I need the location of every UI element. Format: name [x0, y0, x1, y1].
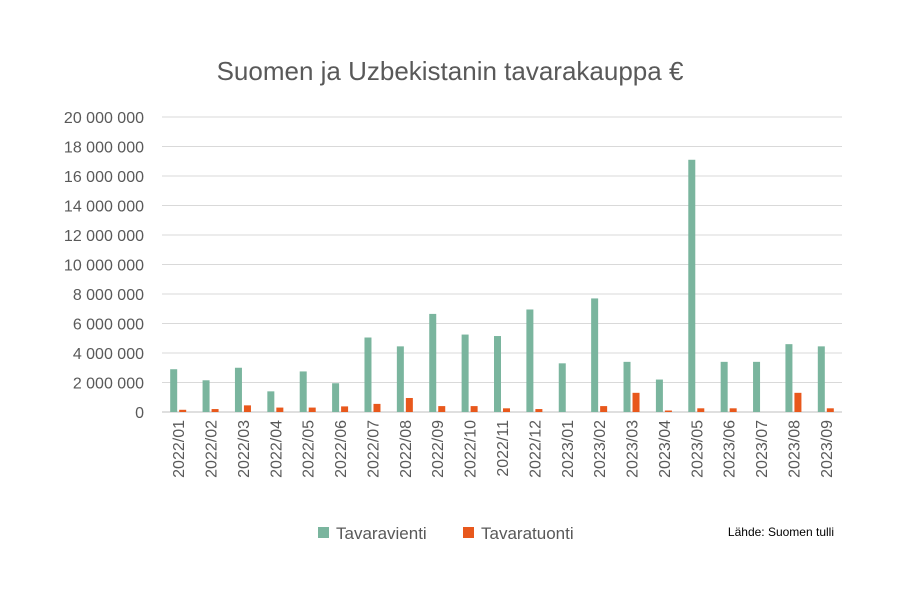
- bar-tavaratuonti: [697, 408, 705, 412]
- bar-tavaravienti: [267, 391, 275, 412]
- y-tick-label: 14 000 000: [64, 199, 144, 216]
- y-tick-label: 16 000 000: [64, 169, 144, 186]
- bar-tavaratuonti: [243, 405, 251, 412]
- bar-tavaravienti: [623, 361, 631, 412]
- x-tick-label: 2022/03: [236, 420, 253, 478]
- bar-tavaratuonti: [794, 392, 802, 412]
- bar-tavaratuonti: [826, 408, 834, 412]
- bar-tavaratuonti: [470, 406, 478, 412]
- x-tick-label: 2022/02: [204, 420, 221, 478]
- x-tick-label: 2022/09: [430, 420, 447, 478]
- bar-tavaravienti: [396, 346, 404, 412]
- x-tick-label: 2023/07: [754, 420, 771, 478]
- x-tick-label: 2022/06: [333, 420, 350, 478]
- legend-label-tavaratuonti: Tavaratuonti: [481, 524, 574, 543]
- bar-tavaratuonti: [503, 408, 510, 412]
- bar-tavaravienti: [688, 159, 696, 412]
- x-tick-label: 2023/08: [786, 420, 803, 478]
- bar-tavaratuonti: [438, 406, 446, 412]
- bar-tavaratuonti: [373, 403, 381, 412]
- x-tick-label: 2022/12: [527, 420, 544, 478]
- y-tick-label: 20 000 000: [64, 110, 144, 127]
- x-axis-ticks: 2022/01 2022/02 2022/03 2022/04 2022/05 2022/…: [171, 420, 836, 478]
- source-note: Lähde: Suomen tulli: [728, 525, 834, 539]
- y-tick-label: 4 000 000: [73, 346, 144, 363]
- bar-tavaratuonti: [600, 406, 608, 412]
- bar-tavaravienti: [526, 309, 534, 412]
- x-tick-label: 2022/10: [463, 420, 480, 478]
- bar-tavaratuonti: [632, 392, 640, 412]
- bar-tavaravienti: [364, 337, 372, 412]
- x-tick-label: 2023/03: [625, 420, 642, 478]
- y-tick-label: 2 000 000: [73, 376, 144, 393]
- bar-tavaratuonti: [535, 409, 543, 412]
- x-tick-label: 2022/11: [495, 420, 512, 477]
- y-tick-label: 0: [135, 405, 144, 422]
- bar-tavaratuonti: [729, 408, 737, 412]
- bar-tavaravienti: [753, 361, 761, 412]
- y-tick-label: 8 000 000: [73, 287, 144, 304]
- x-tick-label: 2022/05: [301, 420, 318, 478]
- x-tick-label: 2023/02: [592, 420, 609, 478]
- bar-tavaravienti: [720, 361, 728, 412]
- bar-tavaratuonti: [341, 406, 349, 412]
- x-tick-label: 2023/09: [819, 420, 836, 478]
- x-tick-label: 2022/01: [171, 420, 188, 478]
- y-axis-ticks: 0 2 000 000 4 000 000 6 000 000 8 000 000 10 …: [64, 110, 144, 422]
- bar-tavaravienti: [494, 336, 501, 412]
- x-tick-label: 2022/07: [365, 420, 382, 478]
- bar-tavaravienti: [299, 371, 307, 412]
- bar-tavaratuonti: [211, 409, 219, 412]
- x-tick-label: 2023/04: [657, 420, 674, 478]
- bar-tavaravienti: [591, 298, 599, 412]
- bar-tavaravienti: [202, 380, 210, 412]
- x-tick-label: 2023/01: [560, 420, 577, 478]
- y-tick-label: 10 000 000: [64, 258, 144, 275]
- bar-tavaratuonti: [276, 407, 284, 412]
- x-tick-label: 2022/04: [268, 420, 285, 478]
- legend-swatch-tavaravienti: [318, 527, 329, 538]
- chart-title: Suomen ja Uzbekistanin tavarakauppa €: [217, 56, 684, 86]
- bar-tavaratuonti: [664, 410, 672, 412]
- bar-tavaratuonti: [308, 407, 316, 412]
- bar-tavaravienti: [461, 334, 469, 412]
- legend-swatch-tavaratuonti: [463, 527, 474, 538]
- bar-tavaravienti: [655, 379, 663, 412]
- x-tick-label: 2022/08: [398, 420, 415, 478]
- bar-tavaravienti: [558, 363, 566, 412]
- legend: Tavaravienti Tavaratuonti: [318, 524, 574, 543]
- legend-label-tavaravienti: Tavaravienti: [336, 524, 427, 543]
- y-tick-label: 12 000 000: [64, 228, 144, 245]
- gridlines: [162, 116, 842, 413]
- bar-tavaravienti: [332, 383, 340, 412]
- bar-tavaravienti: [817, 346, 825, 412]
- x-tick-label: 2023/05: [689, 420, 706, 478]
- y-tick-label: 18 000 000: [64, 140, 144, 157]
- y-tick-label: 6 000 000: [73, 317, 144, 334]
- bar-tavaravienti: [170, 369, 178, 412]
- bars: [170, 159, 834, 412]
- bar-tavaratuonti: [405, 397, 413, 412]
- bar-tavaravienti: [785, 344, 793, 412]
- bar-tavaratuonti: [179, 409, 187, 412]
- bar-tavaravienti: [234, 367, 242, 412]
- bar-tavaravienti: [429, 313, 437, 412]
- x-tick-label: 2023/06: [722, 420, 739, 478]
